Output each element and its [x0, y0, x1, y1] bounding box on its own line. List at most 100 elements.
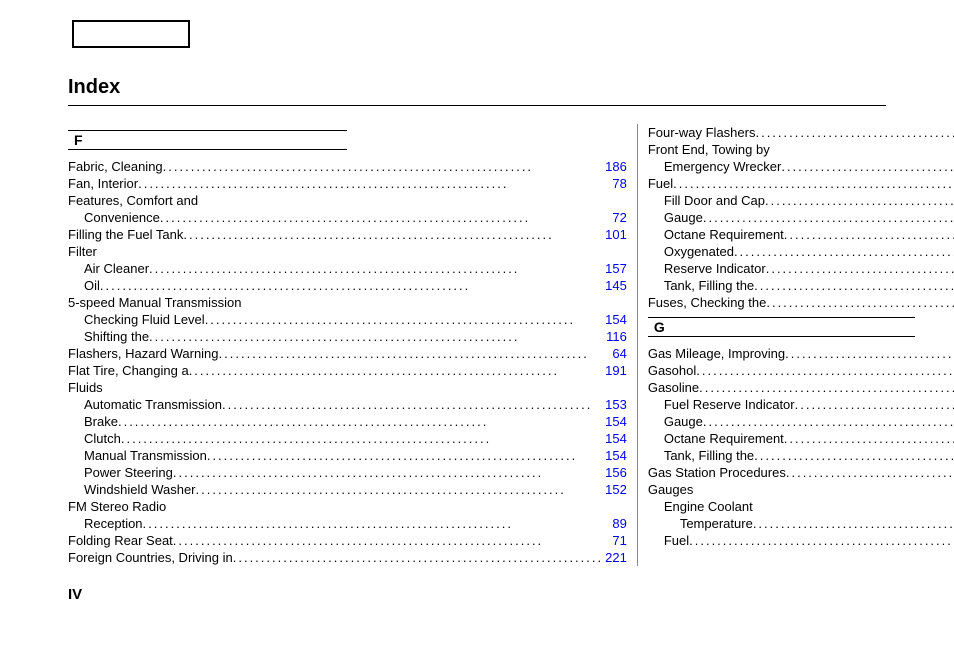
index-entry-label: Foreign Countries, Driving in	[68, 549, 233, 566]
index-header: Filter	[68, 243, 627, 260]
leader-dots	[138, 175, 610, 192]
leader-dots	[163, 158, 603, 175]
index-col-2: Four-way Flashers64Front End, Towing byE…	[637, 124, 954, 566]
index-page-link[interactable]: 152	[603, 481, 627, 498]
leader-dots	[207, 447, 603, 464]
leader-dots	[784, 430, 954, 447]
leader-dots	[100, 277, 603, 294]
index-entry: Four-way Flashers64	[648, 124, 954, 141]
index-letter: G	[648, 317, 915, 337]
leader-dots	[173, 532, 611, 549]
leader-dots	[160, 209, 610, 226]
index-entry-label: Clutch	[84, 430, 121, 447]
leader-dots	[784, 226, 954, 243]
index-entry: Filling the Fuel Tank101	[68, 226, 627, 243]
index-entry: Flat Tire, Changing a 191	[68, 362, 627, 379]
index-header: Gauges	[648, 481, 954, 498]
index-page-link[interactable]: 64	[610, 345, 626, 362]
index-entry: Brake154	[68, 413, 627, 430]
index-entry: Temperature58	[648, 515, 954, 532]
index-page-link[interactable]: 145	[603, 277, 627, 294]
index-entry: Clutch 154	[68, 430, 627, 447]
index-page-link[interactable]: 157	[603, 260, 627, 277]
leader-dots	[703, 413, 954, 430]
leader-dots	[734, 243, 954, 260]
index-entry: Emergency Wrecker210	[648, 158, 954, 175]
page-number: IV	[68, 586, 886, 603]
leader-dots	[754, 447, 954, 464]
index-entry: Folding Rear Seat71	[68, 532, 627, 549]
index-letter: F	[68, 130, 347, 150]
index-page-link[interactable]: 154	[603, 447, 627, 464]
index-entry-label: Power Steering	[84, 464, 173, 481]
index-page-link[interactable]: 221	[603, 549, 627, 566]
index-entry: Fill Door and Cap101	[648, 192, 954, 209]
index-header: Front End, Towing by	[648, 141, 954, 158]
index-entry: Gauge58	[648, 209, 954, 226]
leader-dots	[689, 532, 954, 549]
index-entry: Gas Mileage, Improving106	[648, 345, 954, 362]
index-page-link[interactable]: 153	[603, 396, 627, 413]
index-entry: Manual Transmission 154	[68, 447, 627, 464]
index-entry-label: Automatic Transmission	[84, 396, 222, 413]
index-page-link[interactable]: 154	[603, 311, 627, 328]
index-page-link[interactable]: 186	[603, 158, 627, 175]
index-entry: Octane Requirement100	[648, 430, 954, 447]
index-entry-label: Flashers, Hazard Warning	[68, 345, 219, 362]
index-entry-label: Gas Mileage, Improving	[648, 345, 785, 362]
index-entry: Power Steering 156	[68, 464, 627, 481]
index-page-link[interactable]: 101	[603, 226, 627, 243]
leader-dots	[781, 158, 954, 175]
index-page-link[interactable]: 72	[610, 209, 626, 226]
index-page-link[interactable]: 78	[610, 175, 626, 192]
index-entry-label: Fan, Interior	[68, 175, 138, 192]
index-page-link[interactable]: 89	[610, 515, 626, 532]
index-page-link[interactable]: 71	[610, 532, 626, 549]
index-entry: Gasohol220	[648, 362, 954, 379]
index-entry: Fuel Reserve Indicator56	[648, 396, 954, 413]
index-entry-label: Fuel Reserve Indicator	[664, 396, 795, 413]
index-entry-label: Fabric, Cleaning	[68, 158, 163, 175]
index-entry: Fabric, Cleaning 186	[68, 158, 627, 175]
title-rule	[68, 105, 886, 106]
index-entry: Convenience72	[68, 209, 627, 226]
leader-dots	[196, 481, 604, 498]
leader-dots	[753, 515, 954, 532]
leader-dots	[755, 124, 954, 141]
leader-dots	[183, 226, 603, 243]
index-entry-label: Tank, Filling the	[664, 277, 754, 294]
index-entry-label: Gauge	[664, 209, 703, 226]
leader-dots	[785, 345, 954, 362]
leader-dots	[173, 464, 603, 481]
index-entry-label: Windshield Washer	[84, 481, 196, 498]
leader-dots	[149, 328, 604, 345]
index-entry: Gas Station Procedures101	[648, 464, 954, 481]
index-entry-label: Flat Tire, Changing a	[68, 362, 189, 379]
leader-dots	[219, 345, 611, 362]
index-page-link[interactable]: 116	[604, 328, 627, 345]
index-page-link[interactable]: 191	[603, 362, 627, 379]
index-entry-label: Manual Transmission	[84, 447, 207, 464]
leader-dots	[766, 260, 954, 277]
leader-dots	[222, 396, 603, 413]
index-page-link[interactable]: 154	[603, 430, 627, 447]
index-entry: Octane Requirement100	[648, 226, 954, 243]
index-entry: Fuel100	[648, 175, 954, 192]
index-entry-label: Oil	[84, 277, 100, 294]
leader-dots	[673, 175, 954, 192]
index-header: Features, Comfort and	[68, 192, 627, 209]
index-entry-label: Fuel	[648, 175, 673, 192]
index-entry-label: Gasoline	[648, 379, 699, 396]
leader-dots	[143, 515, 611, 532]
index-entry-label: Tank, Filling the	[664, 447, 754, 464]
index-header: Engine Coolant	[648, 498, 954, 515]
index-entry-label: Temperature	[680, 515, 753, 532]
index-entry: Fuel58	[648, 532, 954, 549]
index-entry-label: Fuses, Checking the	[648, 294, 767, 311]
index-page-link[interactable]: 154	[603, 413, 627, 430]
index-entry: Shifting the116	[68, 328, 627, 345]
index-entry: Windshield Washer 152	[68, 481, 627, 498]
index-page-link[interactable]: 156	[603, 464, 627, 481]
index-entry-label: Oxygenated	[664, 243, 734, 260]
leader-dots	[118, 413, 603, 430]
